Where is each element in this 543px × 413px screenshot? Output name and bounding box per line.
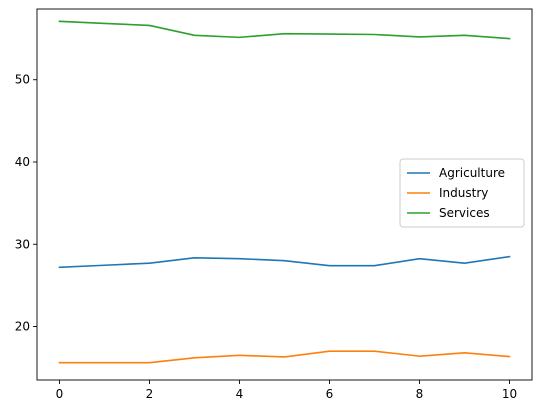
x-tick-label: 0 (56, 387, 64, 401)
y-tick-label: 40 (15, 155, 30, 169)
x-tick-label: 8 (416, 387, 424, 401)
series-line-agriculture (58, 255, 511, 269)
legend-label-industry: Industry (439, 186, 488, 200)
x-tick-label: 6 (326, 387, 334, 401)
legend-label-agriculture: Agriculture (439, 166, 505, 180)
x-tick-label: 4 (236, 387, 244, 401)
series-line-industry (58, 350, 511, 364)
axes-frame (36, 8, 533, 381)
legend: Agriculture Industry Services (399, 158, 525, 228)
series-line-services (58, 20, 511, 40)
legend-label-services: Services (439, 206, 490, 220)
x-tick-label: 2 (146, 387, 154, 401)
y-tick-label: 50 (15, 73, 30, 87)
y-tick-label: 20 (15, 320, 30, 334)
x-tick-label: 10 (502, 387, 517, 401)
plot-area: 0 2 4 6 8 10 20 30 40 50 (15, 8, 533, 401)
y-tick-label: 30 (15, 237, 30, 251)
legend-box (399, 158, 525, 228)
